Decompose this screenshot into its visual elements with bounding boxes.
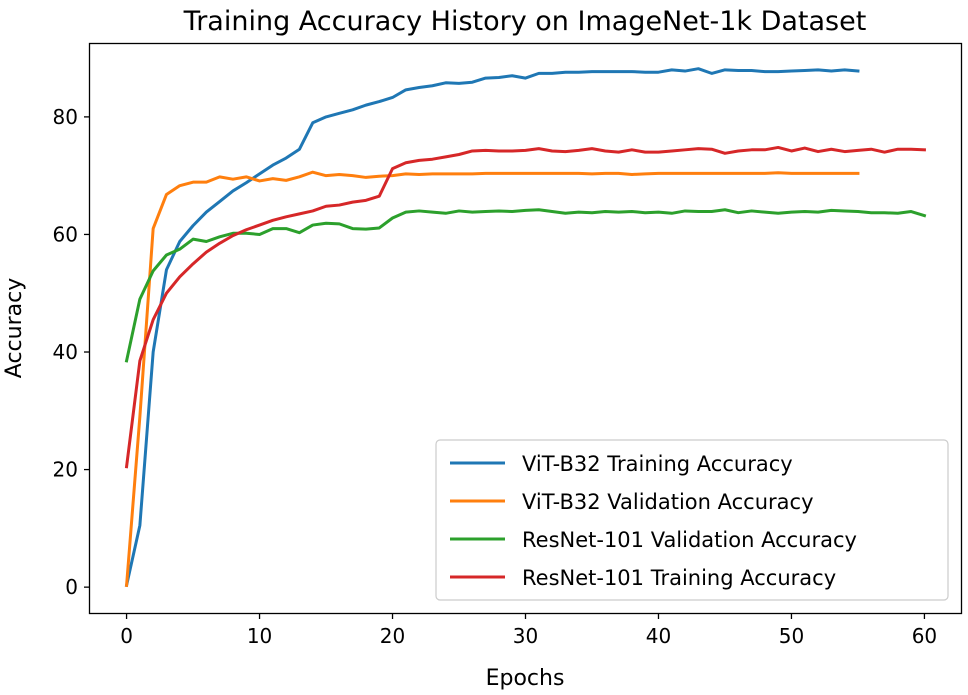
series-line-2 [124, 208, 927, 363]
y-tick-label-1: 20 [53, 458, 78, 482]
x-tick-label-4: 40 [646, 624, 671, 648]
x-tick-label-6: 60 [912, 624, 937, 648]
legend: ViT-B32 Training Accuracy ViT-B32 Validat… [435, 439, 949, 601]
legend-label-3: ResNet-101 Training Accuracy [522, 566, 836, 590]
x-tick-label-1: 10 [247, 624, 272, 648]
series-layer [124, 67, 927, 588]
series-line-1 [124, 170, 860, 587]
y-tick-label-3: 60 [53, 222, 78, 246]
series-line-3 [124, 145, 926, 469]
legend-label-2: ResNet-101 Validation Accuracy [522, 528, 857, 552]
x-tick-label-3: 30 [513, 624, 538, 648]
x-tick-label-5: 50 [779, 624, 804, 648]
y-axis-label: Accuracy [2, 278, 27, 378]
x-tick-label-2: 20 [380, 624, 405, 648]
legend-label-1: ViT-B32 Validation Accuracy [522, 490, 814, 514]
legend-items: ViT-B32 Training Accuracy ViT-B32 Validat… [450, 452, 857, 590]
y-tick-label-2: 40 [53, 340, 78, 364]
y-tick-label-0: 0 [65, 575, 78, 599]
legend-box [435, 439, 949, 601]
x-axis-ticks: 0 10 20 30 40 50 60 [120, 613, 937, 648]
x-tick-label-0: 0 [120, 624, 133, 648]
x-axis-label: Epochs [486, 666, 565, 691]
y-axis-ticks: 0 20 40 60 80 [53, 105, 90, 599]
series-line-0 [124, 67, 860, 588]
chart-title: Training Accuracy History on ImageNet-1k… [183, 6, 867, 37]
legend-label-0: ViT-B32 Training Accuracy [522, 452, 793, 476]
y-tick-label-4: 80 [53, 105, 78, 129]
